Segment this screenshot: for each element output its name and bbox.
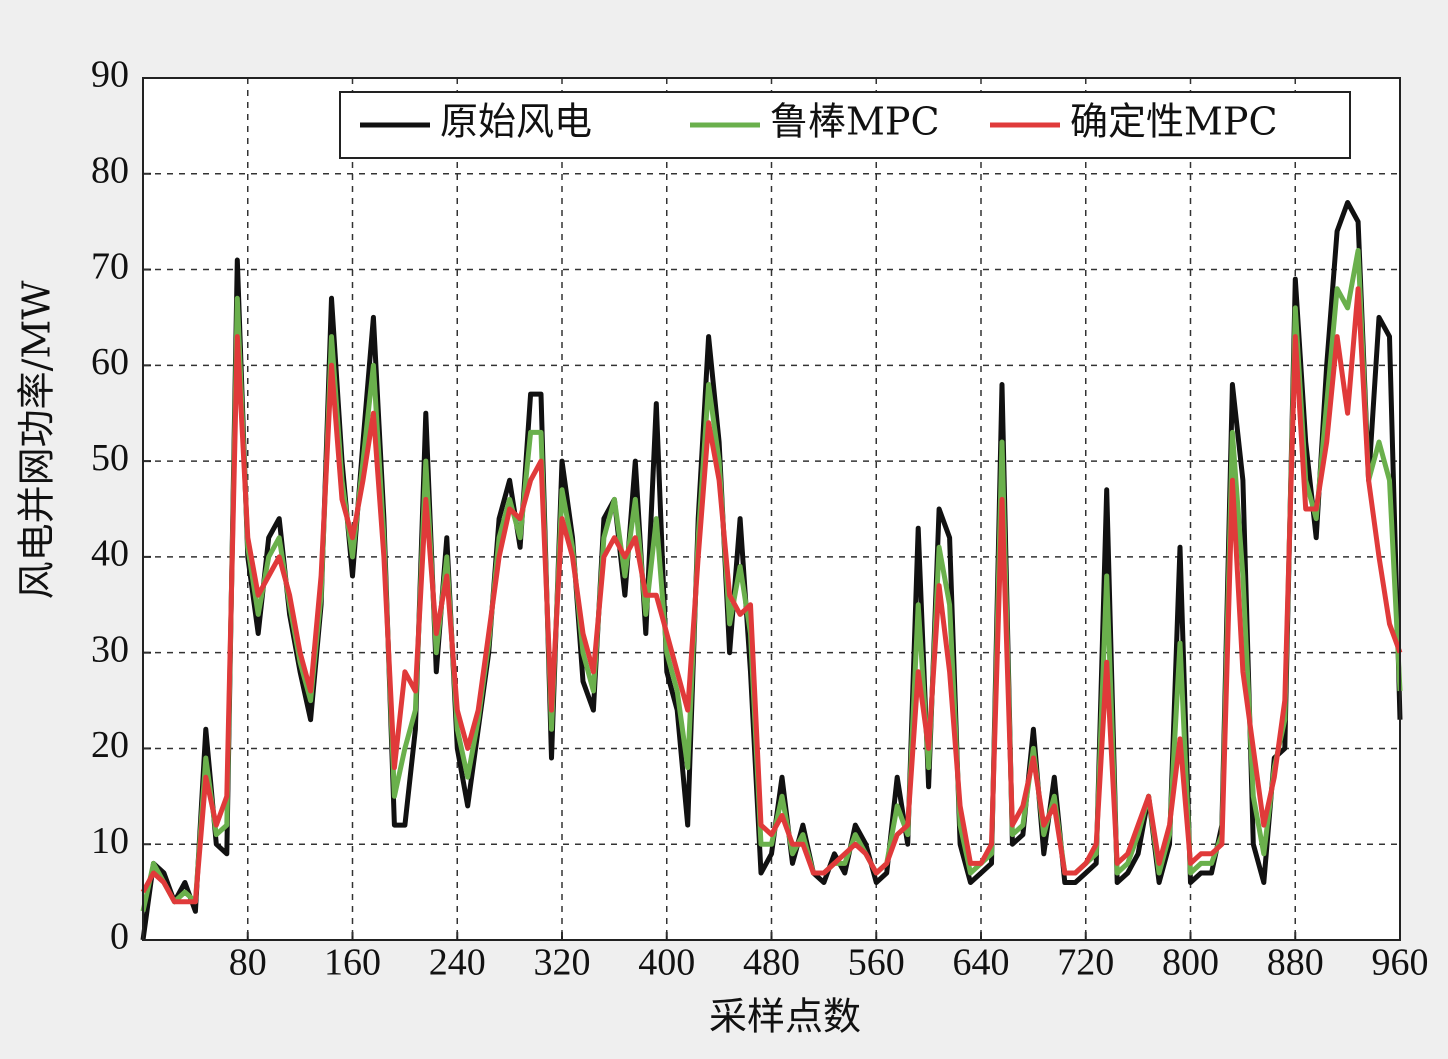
legend-box (339, 91, 1351, 159)
x-axis-label: 采样点数 (709, 995, 861, 1039)
x-tick-label: 960 (1372, 942, 1429, 984)
x-tick-label: 320 (534, 942, 591, 984)
y-axis-label: 风电并网功率/MW (15, 281, 59, 600)
plot-area (143, 78, 1400, 940)
x-tick-label: 400 (638, 942, 695, 984)
x-tick-label: 560 (848, 942, 905, 984)
y-tick-label: 50 (91, 437, 129, 479)
y-tick-label: 80 (91, 149, 129, 191)
y-tick-label: 0 (110, 916, 129, 958)
lines (140, 200, 1403, 941)
plot-frame (142, 77, 1401, 941)
y-tick-label: 70 (91, 245, 129, 287)
y-tick-label: 20 (91, 724, 129, 766)
x-tick-label: 80 (229, 942, 267, 984)
x-tick-label: 880 (1267, 942, 1324, 984)
x-tick-label: 720 (1057, 942, 1114, 984)
legend: 原始风电 鲁棒MPC 确定性MPC (339, 91, 1351, 159)
x-tick-label: 160 (324, 942, 381, 984)
series-line (140, 286, 1403, 905)
legend-label: 确定性MPC (1070, 100, 1278, 144)
series-line (140, 247, 1403, 912)
legend-label: 鲁棒MPC (770, 100, 940, 144)
x-tick-label: 800 (1162, 942, 1219, 984)
y-tick-label: 90 (91, 54, 129, 96)
y-tick-label: 30 (91, 628, 129, 670)
x-tick-label: 240 (429, 942, 486, 984)
y-tick-label: 10 (91, 820, 129, 862)
y-tick-label: 40 (91, 533, 129, 575)
y-tick-label: 60 (91, 341, 129, 383)
x-tick-label: 640 (953, 942, 1010, 984)
x-tick-label: 480 (743, 942, 800, 984)
legend-label: 原始风电 (440, 100, 592, 144)
series-line (140, 200, 1403, 941)
